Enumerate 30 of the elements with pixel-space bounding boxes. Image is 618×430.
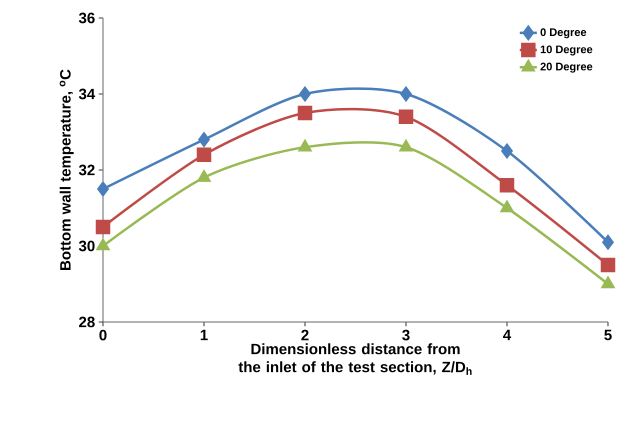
y-tick-label: 36 <box>78 12 95 24</box>
point <box>398 110 414 124</box>
point <box>97 182 109 196</box>
point <box>198 170 210 182</box>
point <box>500 178 514 192</box>
y-tick-label: 32 <box>78 164 95 176</box>
point <box>298 106 312 120</box>
point <box>600 258 616 272</box>
x-axis-title: Dimensionless distance from the inlet of the test section, Z/D$_{h}$ <box>238 343 472 375</box>
x-tick-label: 5 <box>604 330 612 340</box>
point <box>500 200 514 212</box>
y-axis-title: Bottom wall temperature, $^{o}$C <box>60 69 74 270</box>
point <box>196 148 212 162</box>
y-tick-label: 30 <box>78 240 95 252</box>
y-tick-label: 34 <box>78 88 96 100</box>
y-tick-label: 28 <box>79 316 95 328</box>
legend-label: 10 Degree <box>540 45 592 56</box>
x-tick-label: 1 <box>200 330 208 340</box>
legend-label: 0 Degree <box>540 28 586 38</box>
point <box>299 86 311 102</box>
x-tick-label: 2 <box>301 330 309 340</box>
point <box>198 132 210 147</box>
x-tick-label: 0 <box>99 330 107 340</box>
x-tick-label: 3 <box>402 330 410 340</box>
point <box>96 220 110 234</box>
point <box>501 144 513 158</box>
point <box>400 86 412 102</box>
x-tick-label: 4 <box>503 330 512 340</box>
point <box>96 238 110 250</box>
legend-label: 20 Degree <box>540 62 592 73</box>
